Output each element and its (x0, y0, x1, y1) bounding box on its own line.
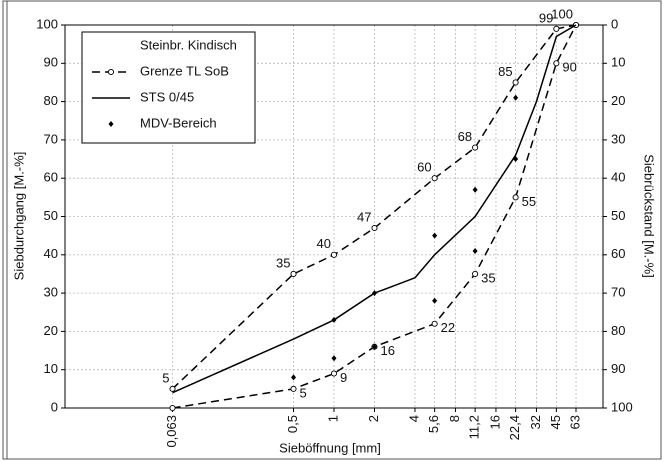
data-label: 99 (539, 10, 553, 25)
y2-tick-label: 80 (611, 323, 625, 338)
data-point (553, 60, 560, 67)
y2-tick-label: 70 (611, 285, 625, 300)
data-point (472, 186, 478, 193)
legend-title: Steinbr. Kindisch (140, 37, 237, 52)
y-tick-label: 10 (44, 361, 58, 376)
y2-tick-label: 10 (611, 55, 625, 70)
data-label: 35 (276, 255, 290, 270)
y-tick-label: 20 (44, 323, 58, 338)
data-point (432, 297, 438, 304)
data-point (371, 224, 378, 232)
data-label: 90 (562, 60, 576, 75)
x-tick-label: 63 (567, 415, 582, 429)
legend-marker (107, 68, 115, 76)
plot-border (64, 24, 604, 409)
x-tick-label: 5,6 (426, 415, 441, 433)
data-point (331, 316, 337, 323)
data-label: 5 (162, 370, 169, 385)
data-point (513, 156, 519, 163)
x-axis-label: Sieböffnung [mm] (279, 440, 381, 455)
y-tick-label: 30 (44, 285, 58, 300)
data-point (553, 25, 560, 32)
x-tick-label: 0,063 (164, 415, 179, 448)
data-point (513, 94, 519, 101)
x-tick-label: 0,5 (285, 415, 300, 433)
x-tick-label: 32 (528, 415, 543, 429)
line (172, 24, 577, 394)
data-label: 68 (458, 129, 472, 144)
x-tick-label: 4 (406, 415, 421, 422)
y-tick-label: 100 (36, 16, 58, 31)
data-point (371, 343, 377, 350)
data-point (472, 144, 479, 151)
data-label: 85 (498, 64, 512, 79)
data-label: 60 (417, 160, 431, 175)
data-label: 55 (522, 194, 536, 209)
data-point (371, 290, 377, 297)
data-point (431, 175, 438, 182)
data-label: 16 (380, 343, 394, 358)
y-tick-label: 0 (51, 399, 58, 414)
x-tick-label: 16 (487, 415, 502, 429)
x-tick-label: 1 (325, 415, 340, 422)
y2-tick-label: 30 (611, 131, 625, 146)
data-point (330, 370, 338, 377)
x-tick-label: 22,4 (507, 415, 522, 440)
x-tick-label: 2 (366, 415, 381, 422)
data-label: 100 (551, 6, 573, 21)
data-point (431, 320, 438, 327)
legend-label: Grenze TL SoB (140, 63, 229, 78)
y2-tick-label: 20 (611, 93, 625, 108)
y2-tick-label: 40 (611, 170, 625, 185)
data-point (169, 404, 176, 412)
y2-axis-label: Siebrückstand [M.-%] (642, 154, 657, 278)
x-tick-label: 45 (548, 415, 563, 429)
y-tick-label: 60 (44, 170, 58, 185)
data-label: 9 (340, 370, 347, 385)
y-tick-label: 70 (44, 131, 58, 146)
legend-marker (108, 121, 114, 127)
y-axis-label: Siebdurchgang [M.-%] (11, 152, 26, 281)
data-point (290, 385, 297, 392)
data-point (169, 385, 176, 392)
data-point (290, 270, 297, 278)
data-point (472, 247, 478, 254)
data-point (512, 194, 519, 201)
y2-tick-label: 0 (611, 16, 618, 31)
data-point (512, 79, 519, 86)
data-point (432, 232, 438, 239)
y2-tick-label: 100 (611, 399, 633, 414)
legend-label: STS 0/45 (140, 89, 194, 104)
x-tick-label: 11,2 (467, 415, 482, 439)
y-tick-label: 90 (44, 55, 58, 70)
y2-tick-label: 90 (611, 361, 625, 376)
data-label: 5 (300, 385, 307, 400)
y2-tick-label: 50 (611, 208, 625, 223)
data-point (331, 355, 337, 362)
y-tick-label: 80 (44, 93, 58, 108)
data-label: 22 (441, 320, 455, 335)
data-point (472, 270, 479, 278)
y2-tick-label: 60 (611, 246, 625, 261)
data-label: 40 (317, 236, 331, 251)
data-label: 35 (481, 270, 495, 285)
data-point (330, 251, 338, 258)
y-tick-label: 50 (44, 208, 58, 223)
y-tick-label: 40 (44, 246, 58, 261)
data-label: 47 (357, 209, 371, 224)
data-point (291, 374, 297, 381)
x-tick-label: 8 (447, 415, 462, 422)
legend-label: MDV-Bereich (140, 115, 217, 130)
